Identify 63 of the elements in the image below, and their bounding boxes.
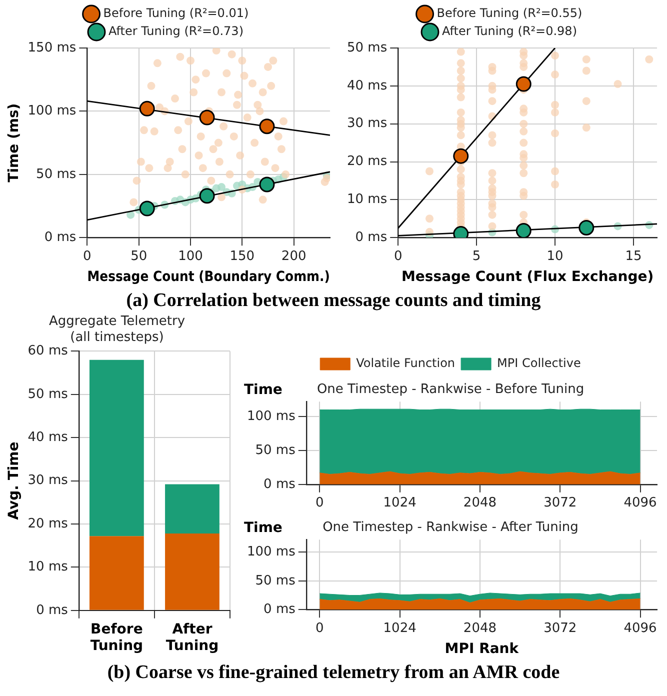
- y-tick-label: 100 ms: [246, 544, 296, 560]
- x-tick-label: 2048: [463, 620, 497, 636]
- y-tick-label: 40 ms: [28, 430, 68, 445]
- x-tick-label: 100: [178, 248, 203, 264]
- y-tick-label: 50 ms: [255, 442, 296, 458]
- legend-label: After Tuning (R²=0.98): [442, 24, 578, 38]
- x-tick-label: 4096: [624, 620, 657, 636]
- x-axis-title: MPI Rank: [444, 641, 520, 658]
- x-tick-label: 150: [230, 248, 255, 264]
- y-tick-label: 100 ms: [28, 104, 76, 119]
- y-tick-label: 60 ms: [28, 344, 68, 359]
- x-tick-label: 2048: [463, 496, 497, 511]
- y-tick-label: 50 ms: [36, 166, 76, 182]
- legend-label: Before Tuning (R²=0.01): [103, 6, 249, 20]
- y-tick-label: 0 ms: [44, 230, 76, 245]
- x-tick-label: 1024: [383, 620, 416, 636]
- y-tick-label: 0 ms: [36, 602, 68, 618]
- y-axis-title: Time: [244, 382, 282, 398]
- y-tick-label: 50 ms: [346, 40, 388, 56]
- legend-label: Volatile Function: [356, 356, 456, 370]
- chart-title: Aggregate Telemetry: [48, 314, 186, 330]
- y-axis-title: Avg. Time: [6, 442, 22, 520]
- chart-subtitle: (all timesteps): [70, 330, 164, 345]
- x-tick-label: After Tuning: [166, 621, 219, 654]
- y-tick-label: 50 ms: [255, 573, 296, 588]
- y-tick-label: 50 ms: [28, 386, 68, 402]
- y-tick-label: 0 ms: [355, 230, 388, 245]
- x-tick-label: 10: [546, 248, 564, 264]
- x-axis-title: Message Count (Boundary Comm.): [87, 270, 330, 286]
- x-tick-label: 5: [472, 248, 481, 264]
- y-tick-label: 30 ms: [346, 116, 388, 132]
- y-tick-label: 0 ms: [264, 602, 296, 617]
- y-tick-label: 10 ms: [28, 560, 68, 575]
- x-tick-label: 3072: [544, 620, 577, 636]
- y-tick-label: 10 ms: [346, 192, 388, 208]
- x-tick-label: 0: [83, 248, 92, 264]
- x-tick-label: Before Tuning: [90, 621, 144, 654]
- x-tick-label: 0: [394, 248, 402, 264]
- y-tick-label: 150 ms: [28, 40, 76, 56]
- text: (b) Coarse vs fine-grained telemetry from an AMR code: [106, 662, 561, 684]
- x-tick-label: 200: [281, 248, 306, 264]
- x-tick-label: 1024: [383, 496, 416, 511]
- legend-label: MPI Collective: [497, 356, 581, 370]
- chart-title: One Timestep - Rankwise - Before Tuning: [316, 382, 584, 398]
- legend-label: Before Tuning (R²=0.55): [436, 6, 582, 20]
- y-tick-label: 100 ms: [246, 408, 296, 424]
- x-tick-label: 4096: [624, 496, 657, 511]
- x-tick-label: 0: [316, 496, 324, 511]
- legend-label: After Tuning (R²=0.73): [108, 24, 244, 38]
- chart-title: One Timestep - Rankwise - After Tuning: [322, 520, 578, 536]
- x-tick-label: 15: [625, 248, 642, 264]
- x-tick-label: 50: [130, 248, 148, 264]
- y-tick-label: 20 ms: [28, 516, 68, 532]
- y-axis-title: Time: [244, 520, 282, 536]
- x-tick-label: 3072: [544, 496, 577, 511]
- y-tick-label: 40 ms: [346, 78, 388, 94]
- y-axis-title: Time (ms): [6, 103, 22, 182]
- y-tick-label: 20 ms: [346, 154, 388, 170]
- x-axis-title: Message Count (Flux Exchange): [401, 269, 654, 286]
- y-tick-label: 30 ms: [28, 473, 68, 488]
- text: (a) Correlation between message counts and timing: [125, 290, 542, 312]
- y-tick-label: 0 ms: [264, 476, 296, 492]
- x-tick-label: 0: [316, 620, 324, 636]
